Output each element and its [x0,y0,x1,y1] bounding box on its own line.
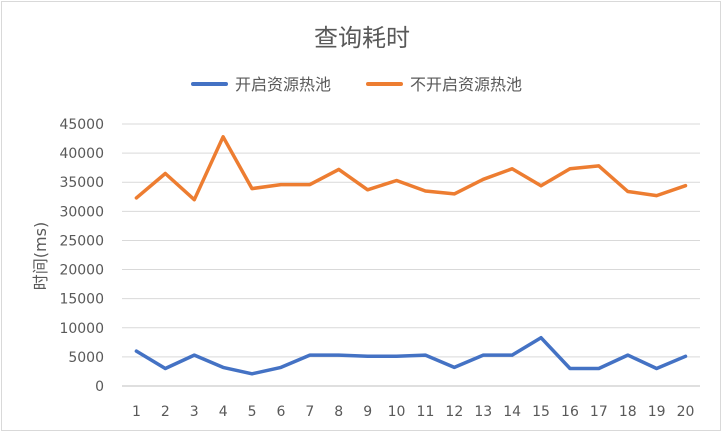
data-point-series-2 [308,183,312,187]
y-tick-label: 0 [95,379,104,395]
data-point-series-2 [221,135,225,139]
x-tick-label: 4 [219,404,228,420]
data-point-series-1 [626,353,630,357]
y-axis-label: 时间(ms) [31,222,50,290]
data-point-series-1 [134,349,138,353]
data-point-series-1 [395,354,399,358]
x-tick-label: 7 [305,404,314,420]
data-point-series-1 [452,365,456,369]
x-tick-label: 12 [445,404,463,420]
data-point-series-2 [626,190,630,194]
data-point-series-2 [134,196,138,200]
x-tick-label: 20 [677,404,695,420]
data-point-series-1 [481,353,485,357]
x-axis-ticks: 1 2 3 4 5 6 7 8 9 10 11 12 13 14 15 16 17 18 19 20 [132,404,694,420]
data-point-series-1 [337,353,341,357]
data-point-series-2 [481,177,485,181]
y-tick-label: 30000 [59,204,104,220]
x-tick-label: 1 [132,404,141,420]
data-point-series-1 [221,365,225,369]
data-point-series-1 [510,353,514,357]
data-point-series-1 [539,336,543,340]
y-tick-label: 40000 [59,146,104,162]
data-point-series-1 [279,365,283,369]
y-tick-label: 5000 [68,350,104,366]
data-point-series-1 [192,353,196,357]
data-point-series-1 [308,353,312,357]
legend-label-series-2: 不开启资源热池 [410,75,522,94]
data-point-series-1 [568,367,572,371]
data-point-series-2 [597,164,601,168]
y-tick-label: 25000 [59,233,104,249]
data-point-series-2 [279,183,283,187]
y-tick-label: 45000 [59,117,104,133]
data-point-series-1 [366,354,370,358]
data-point-series-2 [163,171,167,175]
data-point-series-1 [684,354,688,358]
x-tick-label: 14 [503,404,521,420]
y-tick-label: 20000 [59,263,104,279]
legend: 开启资源热池 不开启资源热池 [191,75,522,94]
data-point-series-1 [250,372,254,376]
x-tick-label: 16 [561,404,579,420]
data-point-series-2 [539,184,543,188]
x-tick-label: 3 [190,404,199,420]
data-point-series-1 [423,353,427,357]
data-point-series-2 [568,167,572,171]
data-point-series-2 [452,192,456,196]
x-tick-label: 9 [363,404,372,420]
x-tick-label: 17 [590,404,608,420]
data-point-series-2 [337,167,341,171]
data-point-series-2 [192,198,196,202]
series-line-1 [134,335,688,376]
data-point-series-2 [250,187,254,191]
data-point-series-1 [597,367,601,371]
gridlines [122,123,700,387]
x-tick-label: 2 [161,404,170,420]
x-tick-label: 13 [474,404,492,420]
x-tick-label: 5 [248,404,257,420]
y-tick-label: 15000 [59,292,104,308]
data-point-series-1 [655,367,659,371]
x-tick-label: 18 [619,404,637,420]
y-axis-ticks: 0 5000 10000 15000 20000 25000 30000 35000 40000… [59,117,104,395]
data-point-series-2 [655,194,659,198]
y-tick-label: 35000 [59,175,104,191]
y-tick-label: 10000 [59,321,104,337]
data-point-series-1 [163,367,167,371]
series-line-2 [134,135,688,202]
x-tick-label: 11 [417,404,435,420]
data-point-series-2 [366,188,370,192]
x-tick-label: 19 [648,404,666,420]
data-point-series-2 [423,189,427,193]
data-point-series-2 [510,167,514,171]
x-tick-label: 15 [532,404,550,420]
x-tick-label: 8 [334,404,343,420]
series-lines [134,135,688,376]
x-tick-label: 10 [388,404,406,420]
chart-title: 查询耗时 [314,24,410,52]
x-tick-label: 6 [276,404,285,420]
legend-label-series-1: 开启资源热池 [235,75,331,94]
data-point-series-2 [684,184,688,188]
data-point-series-2 [395,178,399,182]
